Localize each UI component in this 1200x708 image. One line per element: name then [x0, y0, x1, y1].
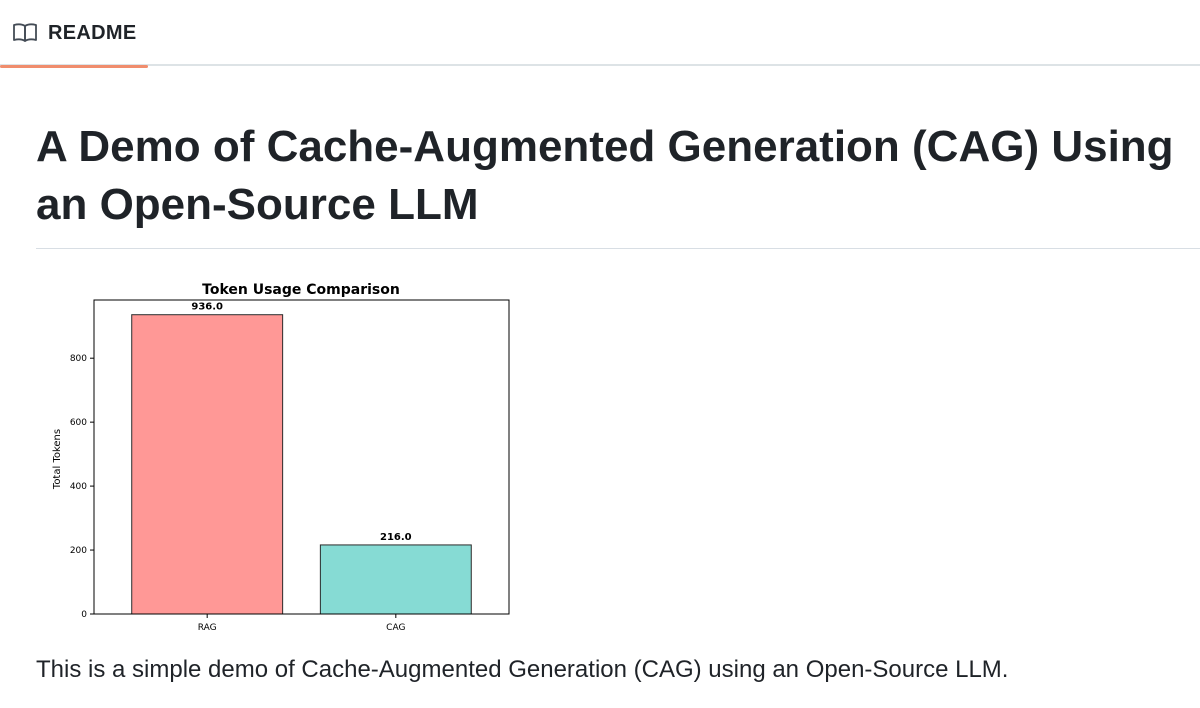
x-tick-label: CAG [386, 623, 405, 633]
chart-y-axis-label: Total Tokens [52, 429, 63, 490]
readme-description: This is a simple demo of Cache-Augmented… [36, 656, 1009, 683]
y-tick-label: 400 [70, 482, 87, 492]
readme-header-bar: README [0, 0, 1200, 68]
bar-value-label: 936.0 [191, 302, 223, 313]
x-tick-label: RAG [198, 623, 217, 633]
token-usage-chart: Token Usage Comparison Total Tokens 0 200… [36, 262, 526, 638]
y-tick-label: 600 [70, 418, 87, 428]
readme-title-line-2: an Open-Source LLM [36, 180, 479, 229]
heading-divider [36, 248, 1200, 249]
bar-value-label: 216.0 [380, 532, 412, 543]
bar-cag [319, 544, 472, 615]
tab-readme[interactable]: README [0, 0, 148, 68]
y-tick-label: 800 [70, 354, 87, 364]
readme-title: A Demo of Cache-Augmented Generation (CA… [36, 118, 1200, 234]
chart-svg: Token Usage Comparison Total Tokens 0 200… [52, 282, 510, 633]
book-icon [12, 22, 38, 44]
bar-rag [131, 314, 284, 615]
tab-active-indicator [0, 65, 148, 68]
readme-title-line-1: A Demo of Cache-Augmented Generation (CA… [36, 122, 1174, 171]
chart-title: Token Usage Comparison [202, 282, 400, 298]
chart-plot-frame [93, 299, 510, 615]
y-tick-label: 200 [70, 546, 87, 556]
y-tick-label: 0 [81, 610, 87, 620]
tab-readme-label: README [48, 21, 137, 44]
